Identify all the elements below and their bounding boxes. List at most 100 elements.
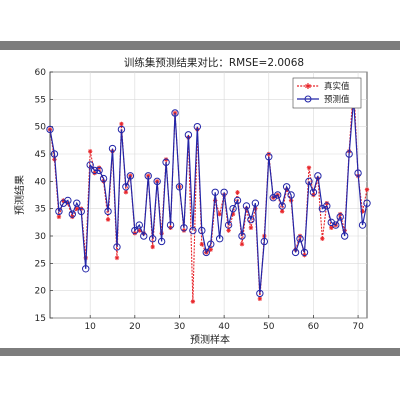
point-actual — [190, 299, 196, 304]
point-actual-stroke — [235, 190, 240, 195]
point-predicted — [171, 109, 179, 117]
legend-label-predicted: 预测值 — [324, 94, 350, 105]
point-predicted — [345, 150, 353, 158]
point-actual-stroke — [115, 255, 119, 260]
point-actual-stroke — [257, 296, 262, 301]
point-predicted — [305, 177, 313, 186]
chart-title: 训练集预测结果对比：RMSE=2.0068 — [124, 56, 304, 69]
point-actual — [329, 225, 334, 230]
x-axis-label: 预测样本 — [190, 333, 230, 346]
point-actual — [364, 187, 370, 192]
point-predicted — [363, 199, 371, 207]
point-predicted — [215, 235, 224, 243]
legend-box — [292, 77, 362, 109]
point-actual-stroke — [240, 242, 244, 247]
y-tick-label: 20 — [35, 287, 47, 297]
y-tick-label: 60 — [35, 68, 47, 78]
point-predicted — [126, 172, 135, 180]
point-predicted — [229, 204, 237, 213]
point-predicted — [131, 226, 139, 235]
point-actual — [114, 255, 120, 261]
y-tick-label: 40 — [35, 177, 47, 187]
point-predicted — [314, 172, 322, 180]
point-actual — [87, 149, 93, 154]
point-predicted — [50, 150, 59, 158]
x-tick-label: 20 — [129, 322, 141, 332]
point-actual — [105, 217, 111, 222]
top-border-bar — [0, 41, 400, 50]
point-actual — [306, 165, 312, 170]
point-actual-stroke — [231, 212, 235, 217]
point-actual-stroke — [307, 165, 311, 170]
legend: ✱ 真实值 预测值 — [292, 77, 362, 109]
point-predicted — [166, 221, 175, 229]
point-actual-stroke — [74, 206, 79, 211]
point-actual — [123, 190, 129, 195]
point-actual-stroke — [365, 187, 369, 192]
point-actual-stroke — [280, 209, 285, 214]
point-predicted — [332, 221, 340, 229]
point-predicted — [193, 122, 202, 131]
point-actual — [226, 228, 231, 233]
point-predicted — [211, 188, 219, 196]
y-tick-label: 30 — [35, 232, 47, 242]
point-predicted — [64, 196, 72, 205]
y-tick-label: 50 — [35, 123, 47, 133]
point-actual — [74, 206, 79, 211]
point-actual-stroke — [329, 225, 334, 230]
point-predicted — [180, 224, 188, 232]
point-predicted — [99, 174, 108, 183]
chart-svg: 10 20 30 40 50 60 70 15 20 25 30 35 40 45 50 55 60 训练集预测… — [13, 56, 371, 346]
point-actual-stroke — [248, 225, 253, 230]
y-tick-label: 45 — [35, 150, 46, 160]
point-actual — [239, 242, 245, 247]
point-predicted — [184, 131, 193, 139]
point-predicted — [55, 207, 63, 216]
x-tick-label: 40 — [218, 322, 230, 332]
legend-marker-actual: ✱ — [305, 82, 312, 91]
point-predicted — [144, 172, 152, 180]
x-tick-label: 30 — [174, 322, 186, 332]
point-predicted — [140, 232, 148, 240]
point-predicted — [336, 213, 344, 221]
y-tick-label: 15 — [35, 314, 46, 324]
point-predicted — [148, 235, 157, 243]
point-actual — [208, 247, 213, 252]
point-predicted — [90, 166, 99, 175]
point-predicted — [251, 199, 260, 207]
point-actual-stroke — [320, 236, 325, 241]
point-actual-stroke — [199, 242, 204, 247]
point-actual-stroke — [226, 228, 231, 233]
point-predicted — [162, 158, 170, 166]
point-predicted — [157, 237, 166, 246]
point-predicted — [354, 169, 362, 177]
point-predicted — [220, 188, 228, 196]
point-actual — [119, 121, 124, 127]
point-predicted — [233, 196, 242, 205]
point-predicted — [224, 221, 233, 229]
point-predicted — [256, 289, 264, 298]
point-actual — [248, 225, 254, 230]
bottom-border-bar — [0, 348, 400, 356]
chart-canvas: 10 20 30 40 50 60 70 15 20 25 30 35 40 45 50 55 60 训练集预测… — [0, 50, 400, 348]
point-predicted — [82, 265, 90, 273]
y-axis-label: 预测结果 — [13, 175, 26, 215]
point-predicted — [238, 232, 246, 240]
point-predicted — [108, 144, 117, 153]
y-tick-label: 55 — [35, 95, 46, 105]
point-predicted — [104, 207, 112, 216]
point-predicted — [287, 191, 295, 199]
point-predicted — [309, 188, 318, 196]
point-predicted — [135, 221, 143, 229]
point-predicted — [278, 202, 286, 210]
point-actual-stroke — [119, 122, 124, 126]
point-actual — [235, 190, 240, 195]
point-predicted — [46, 125, 54, 134]
x-tick-label: 10 — [84, 322, 96, 332]
point-actual-stroke — [190, 299, 195, 304]
point-actual — [257, 296, 263, 302]
point-actual — [56, 214, 62, 220]
point-predicted — [117, 125, 126, 134]
point-predicted — [198, 226, 206, 235]
